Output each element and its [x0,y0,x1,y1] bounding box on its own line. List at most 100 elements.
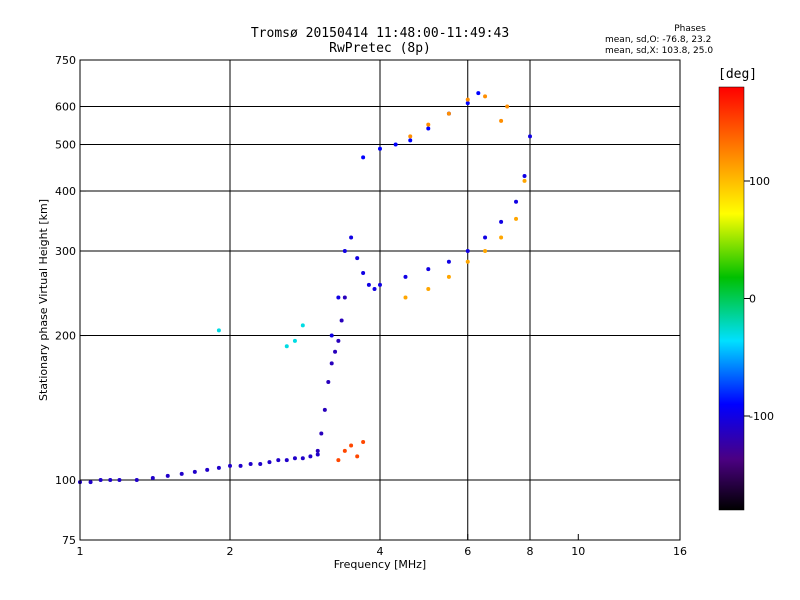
colorbar-tick-label: -100 [749,410,774,423]
data-point [336,458,341,463]
x-tick-label: 1 [77,545,84,558]
data-point [483,235,488,240]
data-point [446,274,451,279]
data-point [426,287,431,292]
data-point [465,101,470,106]
data-point [505,104,510,109]
data-point [446,111,451,116]
data-point [150,475,155,480]
chart-subtitle: RwPretec (8p) [329,41,431,56]
phase-stats-o: mean, sd,O: -76.8, 23.2 [605,35,712,45]
data-point [446,259,451,264]
data-point [342,249,347,254]
data-point [179,471,184,476]
data-point [284,458,289,463]
y-axis-label: Stationary phase Virtual Height [km] [37,199,50,401]
data-point [292,338,297,343]
phase-stats-x: mean, sd,X: 103.8, 25.0 [605,46,714,56]
data-point [355,256,360,261]
colorbar-label: [deg] [718,67,758,82]
data-point [216,465,221,470]
data-point [308,454,313,459]
y-tick-label: 500 [55,139,76,152]
data-point [276,458,281,463]
phase-stats-heading: Phases [674,24,706,34]
data-point [284,344,289,349]
data-point [228,463,232,468]
chart-title: Tromsø 20150414 11:48:00-11:49:43 [250,26,510,41]
data-point [361,155,366,160]
data-point [267,460,272,465]
data-point [300,323,305,328]
colorbar-ticks: 100 0 -100 [744,175,774,423]
data-point [342,295,347,300]
data-point [465,259,470,264]
data-point [514,216,519,221]
data-point [499,235,504,240]
data-point [378,146,382,151]
data-point [426,126,431,131]
y-tick-label: 750 [55,54,76,67]
data-point [98,478,103,483]
phase-stats: Phases mean, sd,O: -76.8, 23.2 mean, sd,… [605,24,755,57]
x-axis: 1 2 4 6 8 10 16 [77,534,687,558]
data-point [216,328,221,333]
data-point [108,478,113,483]
x-tick-label: 6 [464,545,471,558]
data-point [483,249,488,254]
data-point [134,478,139,483]
colorbar-tick-label: 0 [749,293,756,306]
data-point [522,178,527,183]
data-point [426,122,431,127]
data-point [333,349,338,354]
data-point [319,431,324,436]
data-point [238,463,243,468]
data-point [117,478,122,483]
data-point [514,199,519,204]
data-point [192,469,197,474]
data-point [322,407,327,412]
data-points [78,91,532,485]
grid [80,60,680,540]
data-point [205,467,210,472]
x-tick-label: 8 [527,545,534,558]
data-point [326,380,331,385]
x-tick-label: 10 [571,545,585,558]
x-tick-label: 2 [227,545,234,558]
data-point [355,454,360,459]
data-point [378,282,382,287]
data-point [476,91,481,96]
data-point [329,361,334,366]
data-point [499,219,504,224]
data-point [336,295,341,300]
data-point [342,448,347,453]
data-point [349,443,354,448]
data-point [248,461,253,466]
data-point [528,134,532,139]
data-point [408,134,413,139]
data-point [361,440,366,445]
data-point [465,249,470,254]
data-point [165,473,170,478]
data-point [499,118,504,123]
data-point [258,461,263,466]
x-tick-label: 16 [673,545,687,558]
y-axis: 75 100 200 300 400 500 600 750 [55,54,86,547]
data-point [336,338,341,343]
y-tick-label: 400 [55,185,76,198]
data-point [88,480,93,485]
data-point [403,274,408,279]
data-point [329,333,334,338]
data-point [366,282,371,287]
data-point [349,235,354,240]
y-tick-label: 600 [55,101,76,114]
data-point [361,270,366,275]
data-point [483,94,488,99]
data-point [403,295,408,300]
x-axis-label: Frequency [MHz] [334,558,426,571]
data-point [522,173,527,178]
data-point [339,318,344,323]
data-point [393,142,398,147]
data-point [426,267,431,272]
